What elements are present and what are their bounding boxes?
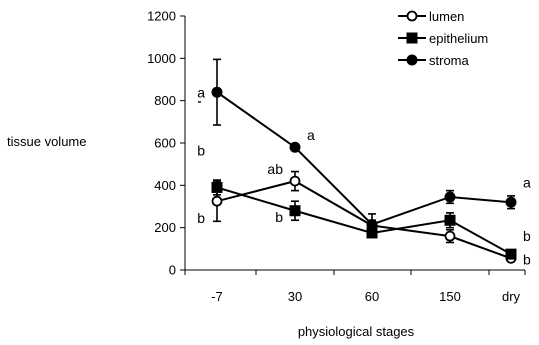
data-point — [444, 191, 456, 203]
y-tick-label: 1200 — [147, 9, 176, 24]
significance-label: a — [197, 85, 205, 101]
data-point — [211, 86, 223, 98]
x-tick-label: dry — [502, 289, 521, 304]
data-point — [211, 181, 223, 193]
y-tick-label: 800 — [154, 93, 176, 108]
legend-label: epithelium — [429, 31, 488, 46]
legend-item-lumen: lumen — [398, 9, 464, 24]
y-axis-title: tissue volume — [7, 134, 86, 149]
legend-marker — [406, 10, 418, 22]
significance-label: b — [275, 209, 283, 225]
data-point — [289, 141, 301, 153]
legend: lumen epithelium stroma — [398, 9, 488, 68]
y-tick-label: 0 — [169, 263, 176, 278]
y-tick-label: 200 — [154, 220, 176, 235]
data-point — [289, 175, 301, 187]
x-tick-label: 60 — [365, 289, 379, 304]
series-epithelium — [211, 179, 517, 260]
series-line — [216, 180, 512, 260]
legend-item-stroma: stroma — [398, 53, 470, 68]
y-tick-label: 1000 — [147, 51, 176, 66]
legend-item-epithelium: epithelium — [398, 31, 488, 46]
data-point — [211, 195, 223, 207]
significance-label: a — [523, 175, 531, 191]
data-point — [444, 230, 456, 242]
series-line — [216, 91, 512, 226]
axes — [184, 16, 525, 271]
y-tick-label: 600 — [154, 136, 176, 151]
legend-label: stroma — [429, 53, 470, 68]
data-point — [505, 248, 517, 260]
data-point — [289, 205, 301, 217]
series-stroma — [211, 58, 517, 236]
data-point — [444, 214, 456, 226]
significance-label: ab — [267, 161, 283, 177]
data-point — [505, 196, 517, 208]
series-layer — [211, 58, 517, 264]
y-tick-label: 400 — [154, 178, 176, 193]
significance-label: b — [197, 210, 205, 226]
legend-marker — [406, 54, 418, 66]
legend-label: lumen — [429, 9, 464, 24]
y-ticks: 0 200 400 600 800 1000 1200 — [147, 9, 185, 278]
data-point — [366, 218, 378, 230]
significance-label: b — [197, 142, 205, 158]
x-tick-label: -7 — [211, 289, 223, 304]
significance-label: b — [523, 251, 531, 267]
x-tick-label: 30 — [288, 289, 302, 304]
x-axis-title: physiological stages — [298, 324, 415, 339]
x-ticks: -7 30 60 150 dry — [184, 270, 526, 304]
legend-marker — [406, 32, 418, 44]
significance-label: a — [307, 127, 315, 143]
significance-label: b — [523, 228, 531, 244]
x-tick-label: 150 — [439, 289, 461, 304]
